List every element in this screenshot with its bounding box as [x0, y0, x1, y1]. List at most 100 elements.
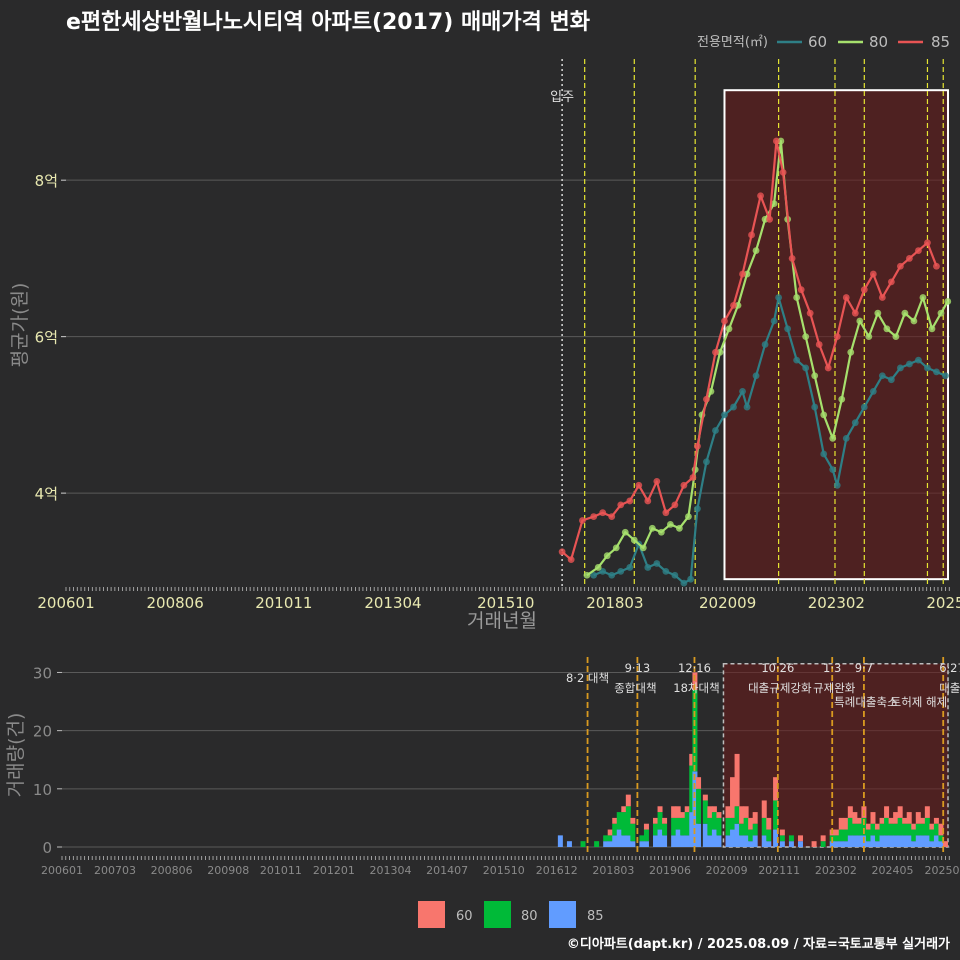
data-point-60 [820, 450, 828, 458]
data-point-60 [842, 434, 850, 442]
policy-event-date: 9·7 [855, 661, 873, 675]
data-point-85 [896, 262, 904, 270]
data-point-80 [675, 524, 683, 532]
volume-bar-60 [730, 777, 736, 818]
volume-bar-60 [761, 800, 767, 818]
volume-bar-60 [811, 841, 817, 847]
data-point-80 [865, 333, 873, 341]
volume-bar-60 [888, 817, 894, 824]
data-point-85 [626, 497, 634, 505]
data-point-85 [739, 270, 746, 278]
volume-bar-85 [865, 841, 871, 847]
volume-bar-60 [766, 817, 772, 830]
volume-bar-60 [630, 817, 636, 824]
bottom-legend-label-85: 85 [587, 909, 604, 924]
volume-bar-85 [879, 835, 885, 847]
data-point-60 [869, 388, 877, 395]
volume-bar-85 [752, 835, 758, 847]
volume-bar-60 [657, 806, 663, 813]
volume-bar-60 [692, 672, 698, 690]
volume-bar-80 [902, 823, 908, 836]
data-point-80 [725, 325, 733, 333]
volume-bar-60 [612, 817, 618, 824]
volume-bar-60 [852, 812, 858, 824]
volume-bar-85 [643, 841, 649, 847]
data-point-80 [901, 309, 909, 317]
volume-bar-85 [696, 823, 702, 847]
data-point-80 [919, 294, 927, 301]
volume-bar-80 [906, 823, 912, 836]
volume-bar-85 [884, 835, 890, 847]
data-point-80 [793, 294, 801, 301]
volume-bar-80 [603, 835, 609, 842]
data-point-85 [558, 548, 566, 556]
volume-bar-60 [870, 812, 876, 824]
volume-bar-80 [773, 800, 779, 830]
volume-bar-80 [843, 829, 849, 842]
top-legend: 전용면적(㎡) 60 80 85 [697, 33, 950, 51]
volume-bar-60 [884, 806, 890, 818]
volume-bar-80 [938, 835, 944, 842]
data-point-60 [775, 294, 783, 301]
volume-bar-80 [639, 835, 645, 842]
bottom-x-tick-label: 202111 [758, 864, 800, 877]
data-point-80 [612, 544, 620, 552]
volume-bar-60 [671, 806, 677, 818]
volume-bar-85 [838, 841, 844, 847]
volume-bar-60 [879, 817, 885, 824]
data-point-60 [712, 427, 719, 434]
volume-bar-85 [734, 823, 740, 847]
policy-event-name: 규제완화 [813, 681, 856, 695]
volume-bar-80 [616, 812, 622, 830]
data-point-85 [671, 501, 679, 509]
volume-bar-85 [933, 835, 939, 847]
data-point-80 [639, 544, 647, 552]
volume-bar-80 [856, 823, 862, 836]
policy-event-name: 특례대출축소 [834, 695, 897, 709]
volume-bar-85 [856, 835, 862, 847]
volume-bar-80 [915, 823, 921, 836]
volume-bar-85 [657, 829, 663, 847]
volume-bar-80 [893, 823, 899, 836]
policy-event-date: 12·16 [678, 661, 711, 675]
volume-bar-60 [743, 806, 749, 818]
volume-bar-60 [797, 835, 803, 842]
policy-event-name: 종합대책 [614, 681, 656, 695]
volume-bar-85 [938, 841, 944, 847]
volume-bar-60 [897, 806, 903, 818]
volume-bar-80 [924, 817, 930, 836]
volume-bar-60 [865, 823, 871, 830]
data-point-85 [599, 509, 607, 517]
data-point-60 [906, 360, 913, 368]
volume-bar-60 [680, 812, 686, 818]
volume-bar-85 [639, 841, 645, 847]
data-point-80 [657, 528, 665, 536]
volume-bar-60 [689, 753, 695, 766]
data-point-60 [687, 575, 695, 583]
volume-bar-85 [843, 841, 849, 847]
volume-bar-60 [906, 812, 912, 824]
data-point-80 [802, 333, 810, 341]
bottom-y-tick-label: 10 [33, 781, 52, 799]
volume-bar-85 [924, 835, 930, 847]
bottom-axes: 0 10 20 30 200601 200703 200806 200908 201011 201… [33, 664, 960, 877]
extra-annotation: 토허제 해제 [891, 695, 948, 709]
volume-bar-60 [696, 777, 702, 789]
data-point-80 [937, 309, 945, 317]
volume-bar-85 [911, 841, 917, 847]
data-point-85 [772, 137, 780, 145]
bottom-x-tick-label: 200806 [151, 864, 193, 877]
volume-bar-60 [684, 806, 690, 813]
volume-bar-60 [843, 817, 849, 830]
data-point-80 [892, 333, 900, 341]
volume-bar-80 [852, 823, 858, 836]
policy-event-date: 9·13 [625, 661, 651, 675]
x-tick-label: 200806 [147, 594, 204, 612]
data-point-60 [662, 567, 670, 575]
y-tick-label: 6억 [35, 329, 58, 347]
volume-bar-80 [689, 765, 695, 813]
data-point-85 [924, 239, 931, 247]
data-point-60 [703, 458, 710, 466]
volume-bar-85 [788, 841, 794, 847]
volume-bar-80 [662, 823, 668, 836]
